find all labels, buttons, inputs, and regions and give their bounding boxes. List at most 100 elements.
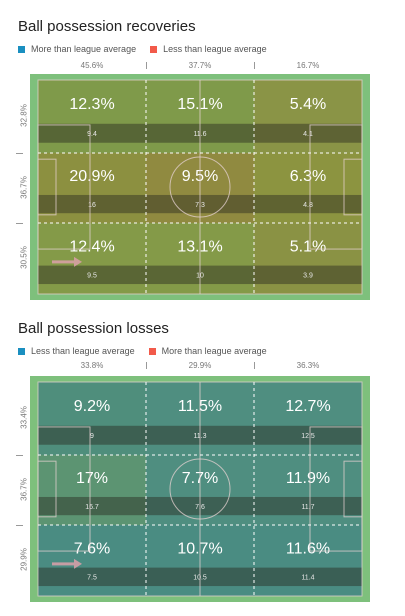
legend-label: Less than league average [31,346,135,356]
attack-direction-arrow [52,558,82,569]
heatmap-cell [38,524,146,596]
attack-direction-arrow [52,256,82,267]
heatmap-cell [254,382,362,455]
column-tick [146,362,147,369]
column-label: 33.8% [80,361,104,370]
row-label: 36.7% [19,478,29,501]
pitch-heatmap: 12.3% 9.4 15.1% 11.6 5.4% 4.1 20.9% 16 9.5% 7.3 6.… [30,74,370,300]
legend-label: More than league average [31,44,137,54]
arrow-head [74,558,82,569]
cell-percent: 12.7% [285,398,330,415]
arrow-shaft [52,562,74,566]
pitch-heatmap: 9.2% 9 11.5% 11.3 12.7% 12.5 17% 16.7 7.7% 7.6 11.… [30,376,370,602]
cell-percent: 12.3% [69,96,114,113]
column-label: 16.7% [296,61,320,70]
pitch-lines [37,79,363,295]
legend-item: Less than league average [150,44,267,54]
right-goal-box [343,460,363,518]
row-tick [16,454,23,456]
cell-count: 16.7 [85,504,99,511]
count-band [38,265,146,285]
cell-percent: 6.3% [290,168,326,185]
cell-percent: 9.2% [74,398,110,415]
column-tick [146,62,147,69]
arrow-head [74,256,82,267]
count-band [254,425,362,445]
center-circle [169,156,231,218]
pitch-svg: 9.2%911.5%11.312.7%12.517%16.77.7%7.611.… [37,381,363,597]
zone-dividers [38,382,362,596]
legend-swatch [18,347,25,355]
column-label: 29.9% [188,361,212,370]
count-band [254,496,362,516]
cell-percent: 17% [76,470,108,487]
count-band [38,123,146,143]
column-label: 37.7% [188,61,212,70]
heatmap-cell [254,222,362,294]
heatmap-cell [254,80,362,153]
cell-count: 11.4 [301,575,314,582]
legend-swatch [148,347,156,355]
recoveries-title: Ball possession recoveries [18,18,196,35]
legend-item: More than league average [148,346,267,356]
cell-percent: 20.9% [69,168,114,185]
cell-count: 4.1 [303,131,313,138]
row-tick [16,524,23,526]
row-label: 30.5% [19,246,29,270]
recoveries-legend: More than league average Less than leagu… [18,44,281,54]
right-goal-box [343,158,363,216]
zone-dividers [38,80,362,294]
cell-count: 16 [88,202,96,209]
cell-count: 9.5 [87,273,97,280]
left-goal-box [37,460,57,518]
row-label: 32.8% [19,104,29,128]
legend-item: Less than league average [18,346,135,356]
count-band [254,265,362,285]
heatmap-cell [38,222,146,294]
column-tick [254,62,255,69]
legend-item: More than league average [18,44,136,54]
row-label: 29.9% [19,548,29,572]
losses-title: Ball possession losses [18,320,169,337]
cell-count: 3.9 [303,273,313,280]
cell-percent: 11.9% [286,470,330,487]
cell-percent: 12.4% [69,238,114,255]
cell-count: 4.8 [303,202,313,209]
pitch-svg: 12.3%9.415.1%11.65.4%4.120.9%169.5%7.36.… [37,79,363,295]
left-goal-box [37,158,57,216]
cell-count: 11.7 [301,504,314,511]
pitch-lines [37,381,363,597]
legend-label: Less than league average [163,44,267,54]
cell-percent: 5.4% [290,96,326,113]
heatmap-cell [38,382,146,455]
heatmap-cell [38,80,146,153]
column-label: 45.6% [80,61,104,70]
row-label: 33.4% [19,406,29,430]
center-circle [169,458,231,520]
legend-swatch [150,45,158,53]
count-band [254,194,362,214]
legend-swatch [18,45,25,53]
column-label: 36.3% [296,361,320,370]
count-band [254,567,362,587]
cell-percent: 11.6% [286,540,330,557]
count-band [254,123,362,143]
cell-count: 12.5 [301,433,315,440]
row-tick [16,152,23,154]
cell-percent: 5.1% [290,238,326,255]
cell-count: 7.5 [87,575,97,582]
count-band [38,567,146,587]
losses-legend: Less than league average More than leagu… [18,346,281,356]
legend-label: More than league average [161,346,267,356]
cell-count: 9.4 [87,131,97,138]
count-band [38,496,146,516]
heatmap-cell [254,524,362,596]
count-band [38,194,146,214]
arrow-shaft [52,260,74,264]
row-label: 36.7% [19,176,29,199]
count-band [38,425,146,445]
cell-percent: 7.6% [74,540,110,557]
row-tick [16,222,23,224]
cell-count: 9 [90,433,94,440]
column-tick [254,362,255,369]
